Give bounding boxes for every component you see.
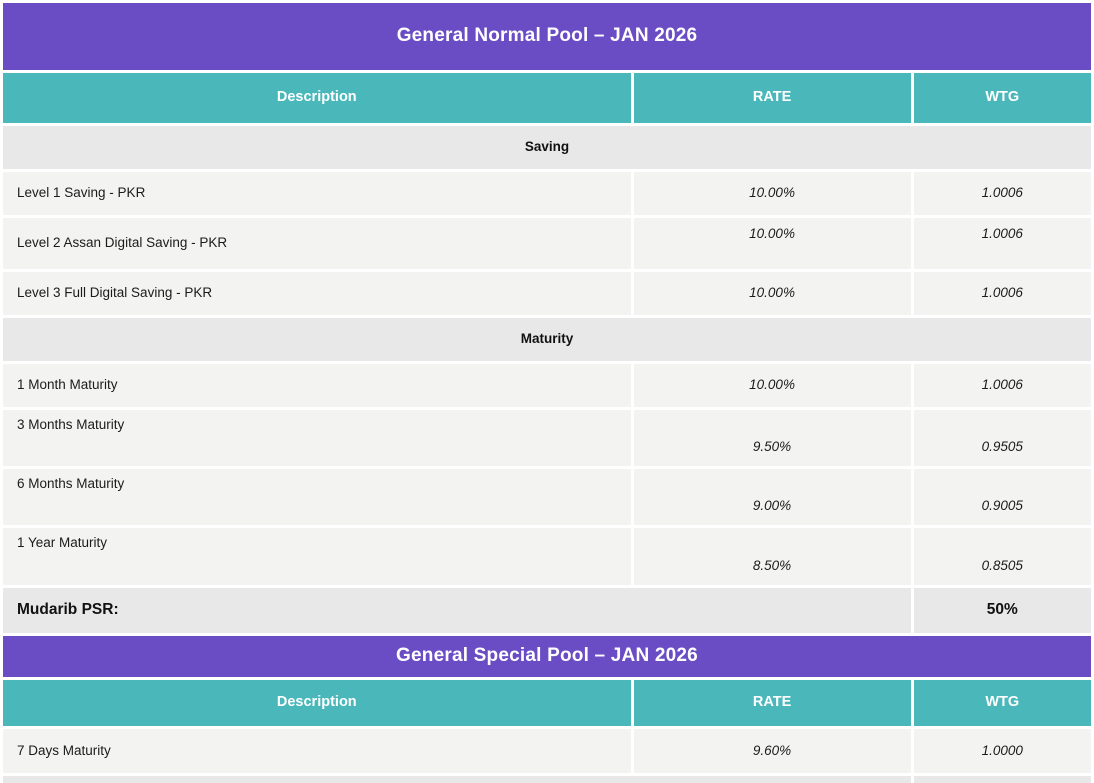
table-row: 6 Months Maturity 9.00% 0.9005 [3, 469, 1091, 525]
col-header-rate: RATE [633, 73, 911, 123]
col-header-description: Description [3, 680, 631, 726]
rate-cell: 10.00% [633, 272, 911, 315]
mudarib-psr-label: Mudarib PSR: [3, 776, 911, 783]
description-cell: 1 Month Maturity [3, 364, 631, 407]
section-header-maturity-row: Maturity [3, 318, 1091, 361]
rate-cell: 9.60% [633, 729, 911, 773]
description-cell: Level 3 Full Digital Saving - PKR [3, 272, 631, 315]
mudarib-psr-value: 50% [913, 776, 1091, 783]
pool-normal-header-row: Description RATE WTG [3, 73, 1091, 123]
rate-cell: 10.00% [633, 172, 911, 215]
wtg-cell: 1.0000 [913, 729, 1091, 773]
description-cell: Level 2 Assan Digital Saving - PKR [3, 218, 631, 269]
section-header-saving: Saving [3, 126, 1091, 169]
description-cell: 6 Months Maturity [3, 469, 631, 525]
mudarib-psr-row: Mudarib PSR: 50% [3, 776, 1091, 783]
mudarib-psr-value: 50% [913, 588, 1091, 633]
description-cell: 1 Year Maturity [3, 528, 631, 585]
wtg-cell: 0.9505 [913, 410, 1091, 466]
rate-cell: 10.00% [633, 218, 911, 269]
mudarib-psr-label: Mudarib PSR: [3, 588, 911, 633]
rate-cell: 8.50% [633, 528, 911, 585]
wtg-cell: 1.0006 [913, 218, 1091, 269]
mudarib-psr-row: Mudarib PSR: 50% [3, 588, 1091, 633]
col-header-wtg: WTG [913, 680, 1091, 726]
pool-special-title-row: General Special Pool – JAN 2026 [3, 636, 1091, 677]
table-row: Level 3 Full Digital Saving - PKR 10.00%… [3, 272, 1091, 315]
wtg-cell: 0.9005 [913, 469, 1091, 525]
wtg-cell: 1.0006 [913, 364, 1091, 407]
rate-cell: 9.00% [633, 469, 911, 525]
rate-cell: 10.00% [633, 364, 911, 407]
col-header-description: Description [3, 73, 631, 123]
wtg-cell: 1.0006 [913, 272, 1091, 315]
description-cell: 7 Days Maturity [3, 729, 631, 773]
table-row: 1 Month Maturity 10.00% 1.0006 [3, 364, 1091, 407]
col-header-wtg: WTG [913, 73, 1091, 123]
pool-title-normal: General Normal Pool – JAN 2026 [3, 3, 1091, 70]
section-header-maturity: Maturity [3, 318, 1091, 361]
pool-title-special: General Special Pool – JAN 2026 [3, 636, 1091, 677]
pool-special-header-row: Description RATE WTG [3, 680, 1091, 726]
description-cell: Level 1 Saving - PKR [3, 172, 631, 215]
table-row: Level 2 Assan Digital Saving - PKR 10.00… [3, 218, 1091, 269]
description-cell: 3 Months Maturity [3, 410, 631, 466]
table-row: 7 Days Maturity 9.60% 1.0000 [3, 729, 1091, 773]
wtg-cell: 0.8505 [913, 528, 1091, 585]
table-row: 1 Year Maturity 8.50% 0.8505 [3, 528, 1091, 585]
pool-normal-title-row: General Normal Pool – JAN 2026 [3, 3, 1091, 70]
wtg-cell: 1.0006 [913, 172, 1091, 215]
rate-cell: 9.50% [633, 410, 911, 466]
col-header-rate: RATE [633, 680, 911, 726]
table-row: Level 1 Saving - PKR 10.00% 1.0006 [3, 172, 1091, 215]
table-row: 3 Months Maturity 9.50% 0.9505 [3, 410, 1091, 466]
section-header-saving-row: Saving [3, 126, 1091, 169]
